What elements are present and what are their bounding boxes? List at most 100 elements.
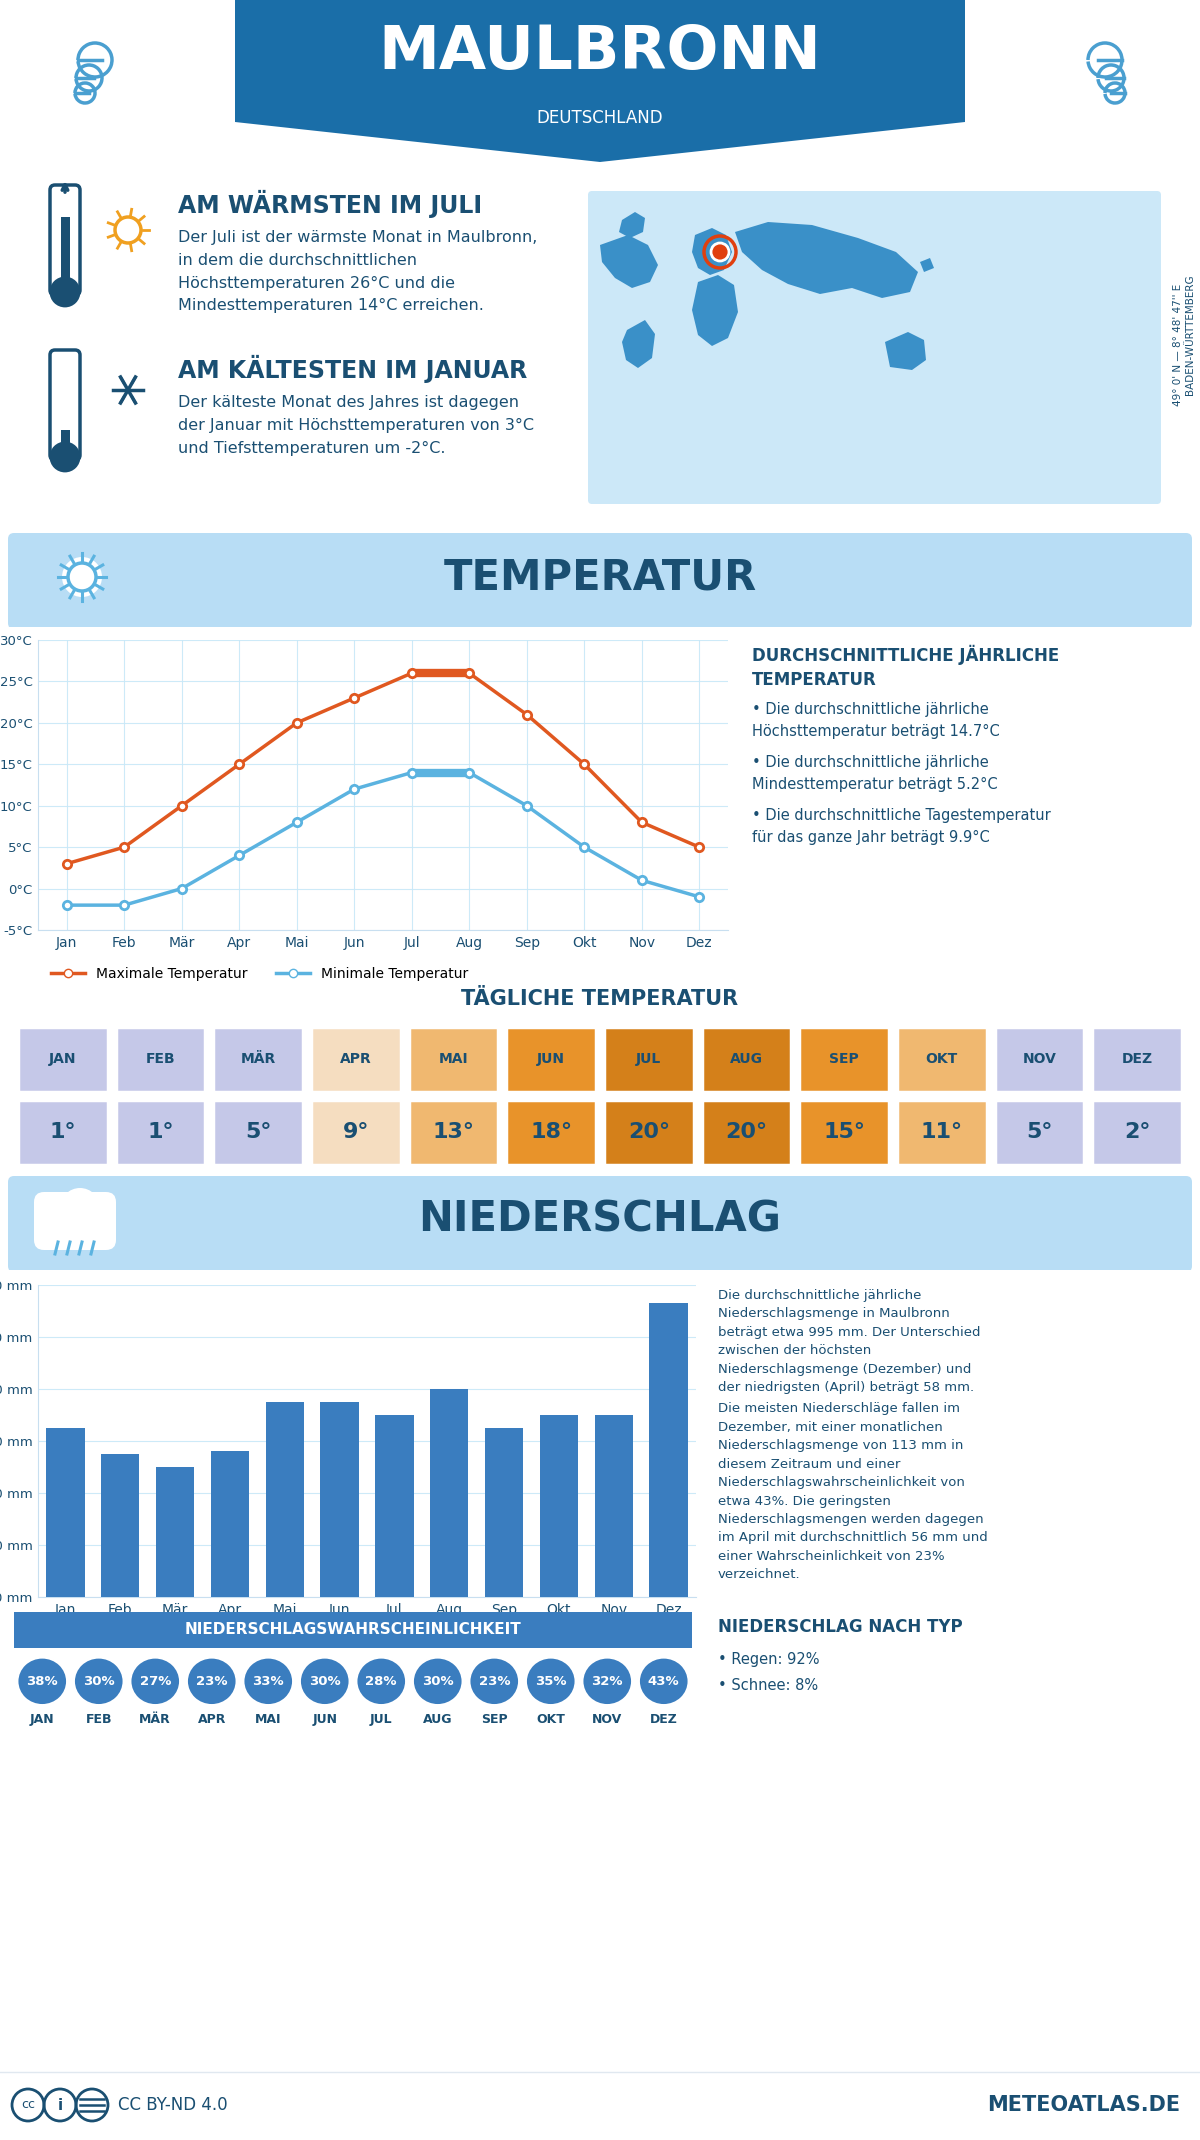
Text: 32%: 32%: [592, 1676, 623, 1688]
Text: APR: APR: [198, 1712, 226, 1725]
FancyBboxPatch shape: [214, 1027, 304, 1091]
Text: APR: APR: [340, 1053, 372, 1066]
Text: 33%: 33%: [252, 1676, 284, 1688]
Text: Der Juli ist der wärmste Monat in Maulbronn,
in dem die durchschnittlichen
Höchs: Der Juli ist der wärmste Monat in Maulbr…: [178, 229, 538, 312]
Text: JAN: JAN: [49, 1053, 77, 1066]
FancyBboxPatch shape: [18, 1027, 108, 1091]
Text: TÄGLICHE TEMPERATUR: TÄGLICHE TEMPERATUR: [462, 989, 738, 1008]
Circle shape: [85, 1196, 115, 1226]
Polygon shape: [692, 276, 738, 347]
Bar: [594, 1415, 632, 1596]
Text: NOV: NOV: [1022, 1053, 1056, 1066]
Circle shape: [50, 278, 79, 306]
FancyBboxPatch shape: [799, 1100, 889, 1164]
Text: AUG: AUG: [424, 1712, 452, 1725]
FancyBboxPatch shape: [61, 216, 70, 282]
Bar: [156, 1468, 194, 1596]
Circle shape: [244, 1658, 293, 1706]
Text: AM KÄLTESTEN IM JANUAR: AM KÄLTESTEN IM JANUAR: [178, 355, 527, 383]
FancyBboxPatch shape: [506, 1100, 596, 1164]
Polygon shape: [619, 212, 646, 238]
FancyBboxPatch shape: [408, 1027, 498, 1091]
Circle shape: [187, 1658, 236, 1706]
Bar: [101, 1453, 139, 1596]
FancyBboxPatch shape: [995, 1100, 1085, 1164]
Bar: [430, 1389, 468, 1596]
Text: AUG: AUG: [730, 1053, 763, 1066]
FancyBboxPatch shape: [1092, 1027, 1182, 1091]
FancyBboxPatch shape: [8, 1177, 1192, 1271]
Text: Die meisten Niederschläge fallen im
Dezember, mit einer monatlichen
Niederschlag: Die meisten Niederschläge fallen im Deze…: [718, 1402, 988, 1581]
Bar: [320, 1402, 359, 1596]
FancyBboxPatch shape: [14, 1611, 692, 1648]
Text: DEZ: DEZ: [1122, 1053, 1153, 1066]
Text: 9°: 9°: [342, 1121, 370, 1143]
Text: 13°: 13°: [432, 1121, 474, 1143]
FancyBboxPatch shape: [1092, 1100, 1182, 1164]
FancyBboxPatch shape: [896, 1027, 986, 1091]
Circle shape: [638, 1658, 689, 1706]
FancyBboxPatch shape: [604, 1100, 694, 1164]
FancyBboxPatch shape: [702, 1100, 792, 1164]
Text: MÄR: MÄR: [139, 1712, 172, 1725]
Text: 18°: 18°: [530, 1121, 572, 1143]
Text: 30%: 30%: [308, 1676, 341, 1688]
Text: 30%: 30%: [422, 1676, 454, 1688]
Text: cc: cc: [22, 2099, 35, 2112]
Text: 20°: 20°: [628, 1121, 670, 1143]
FancyBboxPatch shape: [311, 1027, 401, 1091]
Text: 15°: 15°: [823, 1121, 865, 1143]
Circle shape: [526, 1658, 576, 1706]
Text: 38%: 38%: [26, 1676, 58, 1688]
Text: SEP: SEP: [481, 1712, 508, 1725]
FancyBboxPatch shape: [604, 1027, 694, 1091]
Text: 35%: 35%: [535, 1676, 566, 1688]
Circle shape: [68, 563, 96, 591]
Circle shape: [131, 1658, 180, 1706]
Circle shape: [356, 1658, 406, 1706]
FancyBboxPatch shape: [311, 1100, 401, 1164]
FancyBboxPatch shape: [18, 1100, 108, 1164]
Circle shape: [62, 556, 102, 597]
Text: 20°: 20°: [726, 1121, 768, 1143]
Text: MAI: MAI: [256, 1712, 282, 1725]
Text: 5°: 5°: [1026, 1121, 1052, 1143]
Text: 28%: 28%: [366, 1676, 397, 1688]
Bar: [485, 1427, 523, 1596]
Polygon shape: [600, 235, 658, 289]
Text: OKT: OKT: [536, 1712, 565, 1725]
Text: 27%: 27%: [139, 1676, 170, 1688]
Polygon shape: [235, 0, 965, 163]
FancyBboxPatch shape: [588, 190, 1162, 505]
Text: FEB: FEB: [85, 1712, 112, 1725]
Text: TEMPERATUR: TEMPERATUR: [443, 556, 757, 597]
Text: OKT: OKT: [925, 1053, 958, 1066]
Text: NOV: NOV: [592, 1712, 623, 1725]
Text: MÄR: MÄR: [240, 1053, 276, 1066]
Bar: [376, 1415, 414, 1596]
Text: DEZ: DEZ: [650, 1712, 678, 1725]
Text: DEUTSCHLAND: DEUTSCHLAND: [536, 109, 664, 126]
Bar: [540, 1415, 578, 1596]
Circle shape: [17, 1658, 67, 1706]
FancyBboxPatch shape: [995, 1027, 1085, 1091]
Text: Die durchschnittliche jährliche
Niederschlagsmenge in Maulbronn
beträgt etwa 995: Die durchschnittliche jährliche Niedersc…: [718, 1288, 980, 1395]
Polygon shape: [692, 229, 732, 276]
Bar: [649, 1303, 688, 1596]
Circle shape: [582, 1658, 632, 1706]
FancyBboxPatch shape: [702, 1027, 792, 1091]
Text: DURCHSCHNITTLICHE JÄHRLICHE
TEMPERATUR: DURCHSCHNITTLICHE JÄHRLICHE TEMPERATUR: [752, 644, 1060, 689]
Polygon shape: [920, 259, 934, 272]
Text: • Die durchschnittliche Tagestemperatur
für das ganze Jahr beträgt 9.9°C: • Die durchschnittliche Tagestemperatur …: [752, 809, 1051, 845]
Text: 43%: 43%: [648, 1676, 679, 1688]
Text: 23%: 23%: [479, 1676, 510, 1688]
FancyBboxPatch shape: [115, 1027, 205, 1091]
Bar: [211, 1451, 250, 1596]
FancyBboxPatch shape: [408, 1100, 498, 1164]
Text: 23%: 23%: [196, 1676, 228, 1688]
Text: BADEN-WÜRTTEMBERG: BADEN-WÜRTTEMBERG: [1186, 274, 1195, 396]
FancyBboxPatch shape: [214, 1100, 304, 1164]
Polygon shape: [734, 223, 918, 297]
Text: CC BY-ND 4.0: CC BY-ND 4.0: [118, 2095, 228, 2114]
Text: JUL: JUL: [370, 1712, 392, 1725]
